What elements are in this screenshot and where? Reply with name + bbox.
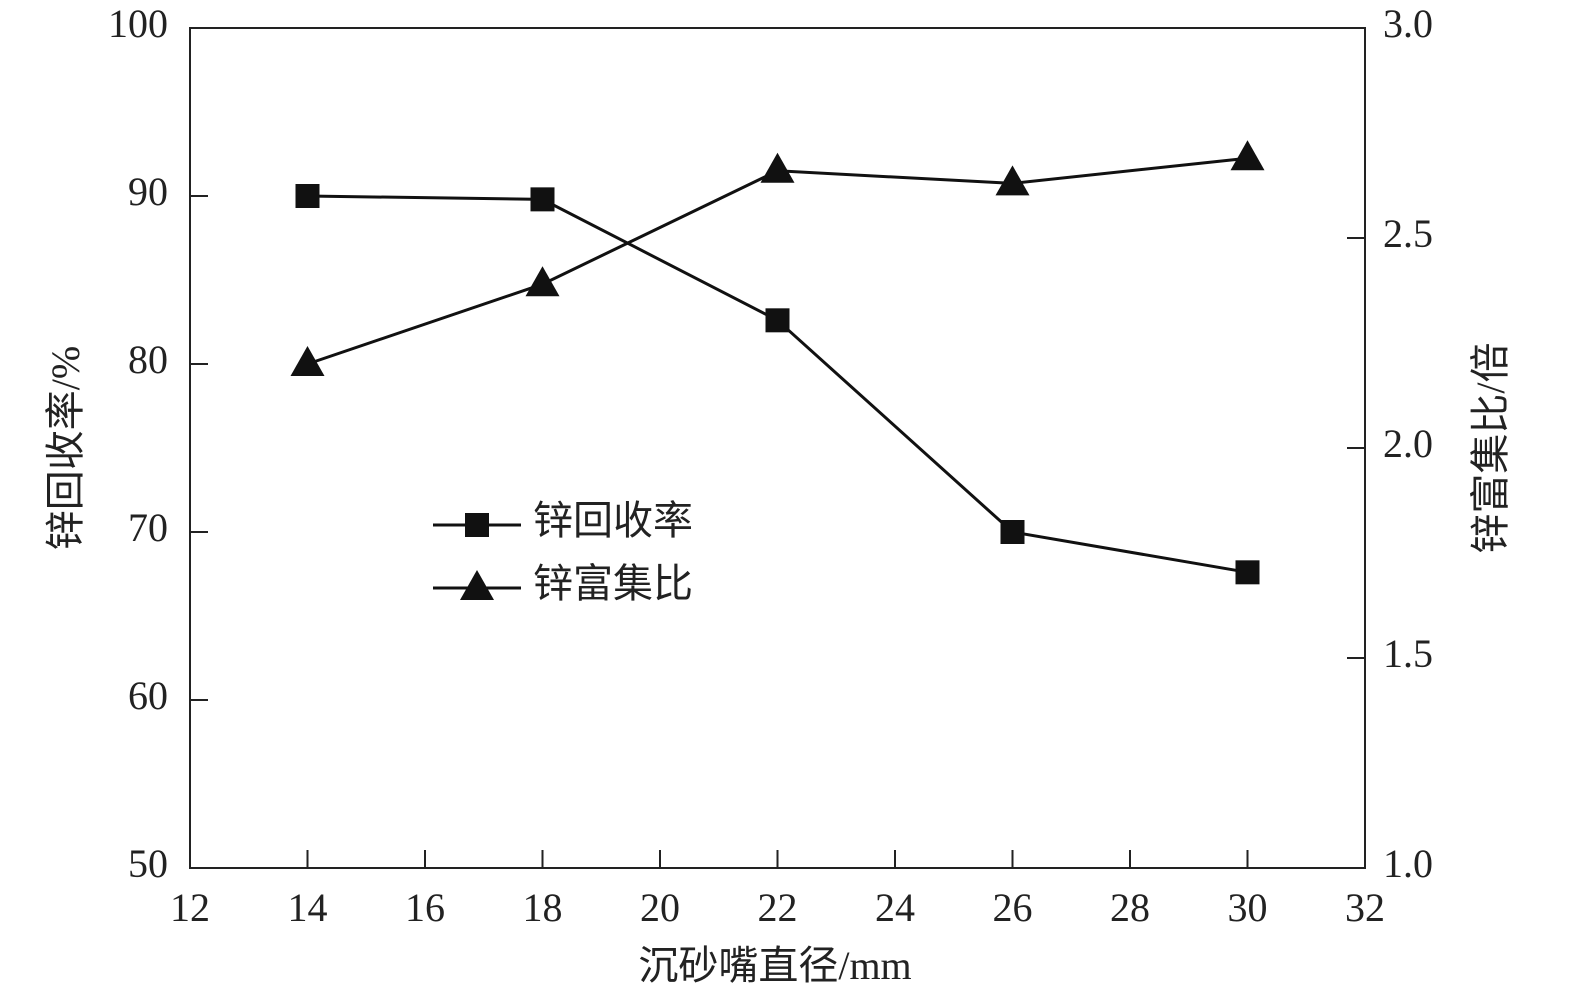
y-tick-label: 80 <box>128 337 168 382</box>
y2-tick-label: 2.0 <box>1383 421 1433 466</box>
y-tick-label: 70 <box>128 505 168 550</box>
y2-axis-label: 锌富集比/倍 <box>1468 342 1513 553</box>
x-tick-label: 30 <box>1228 885 1268 930</box>
x-tick-label: 22 <box>758 885 798 930</box>
x-tick-label: 24 <box>875 885 915 930</box>
x-tick-label: 20 <box>640 885 680 930</box>
y2-tick-label: 3.0 <box>1383 1 1433 46</box>
legend-label: 锌富集比 <box>533 561 693 606</box>
data-point <box>1230 140 1265 171</box>
data-point <box>765 308 790 333</box>
y-tick-label: 100 <box>108 1 168 46</box>
data-point <box>1000 520 1025 544</box>
legend-marker <box>465 513 489 537</box>
x-tick-label: 12 <box>170 885 210 930</box>
x-tick-label: 28 <box>1110 885 1150 930</box>
x-tick-label: 18 <box>523 885 563 930</box>
y-tick-label: 90 <box>128 169 168 214</box>
x-tick-label: 14 <box>288 885 328 930</box>
data-point <box>760 152 795 183</box>
x-tick-label: 26 <box>993 885 1033 930</box>
data-point <box>995 165 1030 196</box>
x-tick-label: 16 <box>405 885 445 930</box>
y-tick-label: 50 <box>128 841 168 886</box>
x-axis-label: 沉砂嘴直径/mm <box>638 943 911 988</box>
y2-tick-label: 2.5 <box>1383 211 1433 256</box>
legend-label: 锌回收率 <box>533 498 693 543</box>
data-point <box>290 346 325 376</box>
y2-tick-label: 1.5 <box>1383 631 1433 676</box>
x-tick-label: 32 <box>1345 885 1385 930</box>
series-line <box>307 156 1248 366</box>
y-tick-label: 60 <box>128 673 168 718</box>
data-point <box>525 266 560 297</box>
y2-tick-label: 1.0 <box>1383 841 1433 886</box>
data-point <box>530 187 555 212</box>
data-point <box>1235 560 1260 585</box>
y-axis-label: 锌回收率/% <box>43 346 88 550</box>
legend-marker <box>460 570 494 600</box>
series-line <box>307 194 1248 574</box>
data-point <box>295 184 320 208</box>
